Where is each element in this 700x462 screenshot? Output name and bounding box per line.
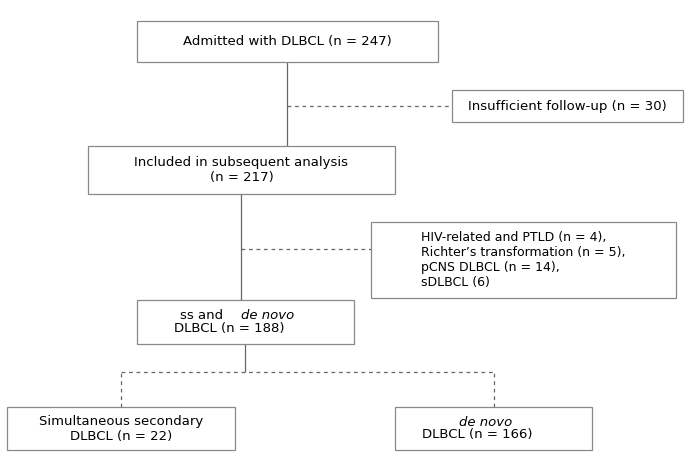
FancyBboxPatch shape	[136, 300, 354, 344]
FancyBboxPatch shape	[395, 407, 592, 450]
Text: HIV-related and PTLD (n = 4),
Richter’s transformation (n = 5),
pCNS DLBCL (n = : HIV-related and PTLD (n = 4), Richter’s …	[421, 231, 626, 289]
Text: Included in subsequent analysis
(n = 217): Included in subsequent analysis (n = 217…	[134, 156, 349, 184]
Text: Admitted with DLBCL (n = 247): Admitted with DLBCL (n = 247)	[183, 35, 391, 48]
FancyBboxPatch shape	[88, 146, 395, 194]
Text: Simultaneous secondary
DLBCL (n = 22): Simultaneous secondary DLBCL (n = 22)	[38, 414, 203, 443]
FancyBboxPatch shape	[452, 90, 682, 122]
FancyBboxPatch shape	[7, 407, 234, 450]
Text: de novo: de novo	[241, 309, 295, 322]
Text: DLBCL (n = 166): DLBCL (n = 166)	[422, 428, 533, 442]
Text: DLBCL (n = 188): DLBCL (n = 188)	[174, 322, 284, 335]
Text: ss and: ss and	[180, 309, 228, 322]
Text: de novo: de novo	[459, 415, 512, 429]
FancyBboxPatch shape	[371, 222, 676, 298]
FancyBboxPatch shape	[136, 21, 438, 62]
Text: Insufficient follow-up (n = 30): Insufficient follow-up (n = 30)	[468, 100, 666, 113]
